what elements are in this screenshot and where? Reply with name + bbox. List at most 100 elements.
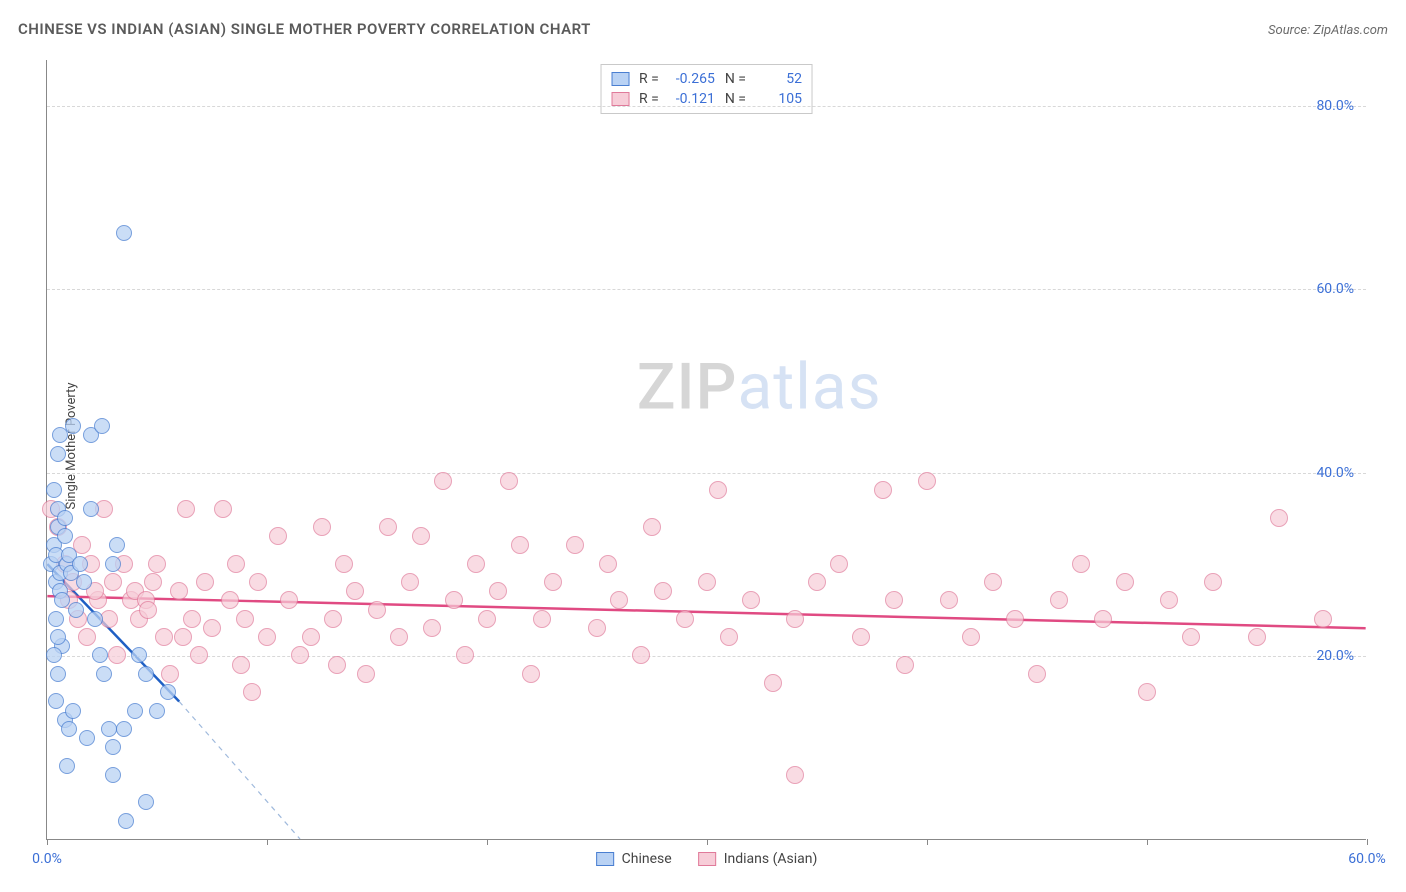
scatter-point-indian [764,674,782,692]
chart-source: Source: ZipAtlas.com [1268,23,1388,38]
ytick-label: 60.0% [1316,281,1354,297]
scatter-point-indian [368,601,386,619]
scatter-point-chinese [96,666,112,682]
legend-item-chinese: Chinese [596,851,672,867]
scatter-point-indian [786,610,804,628]
scatter-point-chinese [48,693,64,709]
scatter-point-indian [249,573,267,591]
scatter-point-chinese [101,721,117,737]
scatter-point-chinese [57,528,73,544]
scatter-point-indian [808,573,826,591]
scatter-point-indian [412,527,430,545]
scatter-point-indian [155,628,173,646]
scatter-point-indian [196,573,214,591]
xtick [47,839,48,845]
scatter-chart: ZIPatlas R = -0.265 N = 52 R = -0.121 N … [46,60,1366,840]
scatter-point-indian [456,646,474,664]
scatter-point-chinese [127,703,143,719]
scatter-point-indian [423,619,441,637]
scatter-point-indian [1072,555,1090,573]
scatter-point-indian [1314,610,1332,628]
scatter-point-indian [78,628,96,646]
scatter-point-indian [174,628,192,646]
scatter-point-indian [401,573,419,591]
scatter-point-chinese [105,767,121,783]
scatter-point-indian [313,518,331,536]
bottom-legend: Chinese Indians (Asian) [596,851,818,867]
chart-header: CHINESE VS INDIAN (ASIAN) SINGLE MOTHER … [18,20,1388,38]
xtick [267,839,268,845]
scatter-point-indian [643,518,661,536]
swatch-indian [611,92,629,106]
stat-r-label: R = [639,91,659,107]
scatter-point-chinese [59,758,75,774]
scatter-point-indian [676,610,694,628]
scatter-point-indian [1138,683,1156,701]
scatter-point-indian [335,555,353,573]
scatter-point-indian [478,610,496,628]
scatter-point-indian [786,766,804,784]
scatter-point-indian [269,527,287,545]
scatter-point-indian [379,518,397,536]
scatter-point-indian [544,573,562,591]
scatter-point-indian [489,582,507,600]
scatter-point-indian [1116,573,1134,591]
scatter-point-indian [302,628,320,646]
stats-row-chinese: R = -0.265 N = 52 [611,69,802,89]
scatter-point-chinese [48,611,64,627]
scatter-point-chinese [50,629,66,645]
scatter-point-indian [896,656,914,674]
scatter-point-indian [1204,573,1222,591]
scatter-point-indian [720,628,738,646]
scatter-point-indian [830,555,848,573]
gridline [47,473,1366,474]
scatter-point-indian [654,582,672,600]
scatter-point-indian [742,591,760,609]
scatter-point-indian [236,610,254,628]
scatter-point-indian [533,610,551,628]
scatter-point-indian [632,646,650,664]
scatter-point-chinese [83,501,99,517]
scatter-point-indian [177,500,195,518]
scatter-point-indian [221,591,239,609]
scatter-point-indian [1050,591,1068,609]
swatch-chinese [611,72,629,86]
stat-n-chinese: 52 [756,71,802,87]
scatter-point-indian [390,628,408,646]
scatter-point-indian [874,481,892,499]
scatter-point-indian [1248,628,1266,646]
scatter-point-chinese [105,556,121,572]
scatter-point-chinese [57,510,73,526]
scatter-point-indian [280,591,298,609]
scatter-point-indian [940,591,958,609]
scatter-point-indian [148,555,166,573]
scatter-point-indian [324,610,342,628]
stat-n-indian: 105 [756,91,802,107]
scatter-point-chinese [105,739,121,755]
scatter-point-chinese [94,418,110,434]
xtick [1147,839,1148,845]
scatter-point-indian [214,500,232,518]
stat-n-label: N = [725,71,746,87]
xtick-label: 60.0% [1348,851,1386,867]
scatter-point-chinese [46,647,62,663]
stat-r-indian: -0.121 [669,91,715,107]
scatter-point-indian [588,619,606,637]
scatter-point-indian [610,591,628,609]
scatter-point-indian [144,573,162,591]
scatter-point-indian [104,573,122,591]
legend-label-indian: Indians (Asian) [724,851,818,867]
scatter-point-indian [1160,591,1178,609]
scatter-point-indian [170,582,188,600]
scatter-point-indian [1270,509,1288,527]
scatter-point-indian [599,555,617,573]
ytick-label: 20.0% [1316,648,1354,664]
scatter-point-indian [434,472,452,490]
scatter-point-indian [852,628,870,646]
scatter-point-indian [445,591,463,609]
scatter-point-indian [1028,665,1046,683]
scatter-point-indian [467,555,485,573]
gridline [47,289,1366,290]
xtick [707,839,708,845]
xtick [927,839,928,845]
